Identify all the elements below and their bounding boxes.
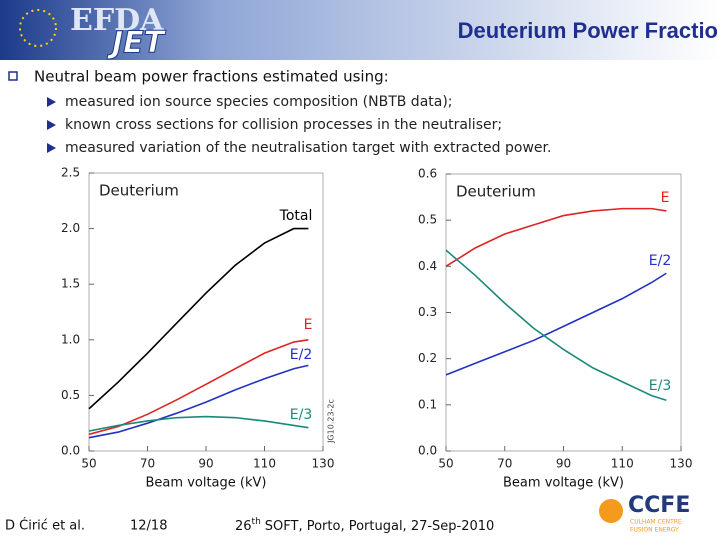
logo-text: EFDA — [70, 3, 164, 38]
series-line — [445, 249, 667, 401]
sub-bullet-text: measured ion source species composition … — [65, 94, 453, 110]
x-tick-label: 50 — [81, 457, 96, 471]
series-label: E — [661, 190, 670, 206]
chart-title: Deuterium — [99, 182, 179, 200]
series-line — [88, 364, 309, 439]
charts: 0.0 0.5 1.0 1.5 2.0 2.5 50 70 90 110 130 Beam volta… — [61, 166, 692, 491]
series-label: E/3 — [649, 378, 671, 394]
series-line — [445, 272, 667, 376]
y-tick-label: 0.6 — [418, 167, 437, 181]
x-tick-label: 130 — [670, 457, 693, 471]
series-label: E — [304, 317, 313, 333]
y-tick-label: 0.4 — [418, 259, 437, 273]
chart-title: Deuterium — [456, 183, 536, 201]
footer-event: 26th SOFT, Porto, Portugal, 27-Sep-2010 — [235, 517, 494, 534]
x-tick-label: 110 — [611, 457, 634, 471]
series-line — [88, 339, 309, 436]
series-label: E/2 — [290, 347, 312, 363]
x-tick-label: 90 — [198, 457, 213, 471]
y-tick-label: 2.5 — [61, 166, 80, 180]
sub-bullet-marker — [47, 143, 56, 153]
footer-event-rest: SOFT, Porto, Portugal, 27-Sep-2010 — [265, 519, 495, 534]
x-tick-label: 130 — [312, 457, 335, 471]
sub-bullet-text: known cross sections for collision proce… — [65, 117, 502, 133]
series-label: E/2 — [649, 253, 671, 269]
y-tick-label: 0.1 — [418, 397, 437, 411]
x-tick-label: 70 — [497, 457, 512, 471]
ccfe-icon — [599, 499, 623, 523]
ccfe-sub: FUSION ENERGY — [630, 527, 679, 534]
logo-text: JET — [107, 26, 167, 61]
sub-bullets: measured ion source species composition … — [47, 94, 551, 156]
footer-author: D Ćirić et al. — [5, 518, 85, 534]
y-tick-label: 1.5 — [61, 277, 80, 291]
y-tick-label: 0.2 — [418, 351, 437, 365]
series-label: E/3 — [290, 407, 312, 423]
eu-stars — [19, 9, 57, 47]
sub-bullet-text: measured variation of the neutralisation… — [65, 140, 551, 156]
ccfe-logo: CCFE — [628, 493, 690, 518]
footer-event-sup: th — [252, 517, 261, 527]
y-tick-label: 0.3 — [418, 305, 437, 319]
annotation: JG10.23-2c — [327, 399, 336, 444]
x-tick-label: 50 — [438, 457, 453, 471]
sub-bullet-marker — [47, 120, 56, 130]
y-tick-label: 1.0 — [61, 332, 80, 346]
series-line — [88, 415, 309, 432]
bullet-text: Neutral beam power fractions estimated u… — [34, 68, 389, 86]
x-tick-label: 90 — [556, 457, 571, 471]
series-line — [445, 207, 667, 268]
series-line — [88, 227, 309, 410]
y-tick-label: 0.0 — [418, 444, 437, 458]
y-tick-label: 0.0 — [61, 444, 80, 458]
x-axis-label: Beam voltage (kV) — [503, 476, 624, 491]
x-tick-label: 70 — [140, 457, 155, 471]
slide-title: Deuterium Power Fractio — [458, 18, 718, 43]
x-tick-label: 110 — [253, 457, 276, 471]
ccfe-sub: CULHAM CENTRE — [630, 519, 682, 526]
y-tick-label: 0.5 — [61, 388, 80, 402]
footer-event-num: 26 — [235, 519, 252, 534]
y-tick-label: 0.5 — [418, 213, 437, 227]
series-label: Total — [279, 208, 313, 224]
bullet-marker — [8, 71, 18, 81]
sub-bullet-marker — [47, 97, 56, 107]
y-tick-label: 2.0 — [61, 221, 80, 235]
footer-page: 12/18 — [130, 519, 167, 534]
header-band — [0, 0, 720, 60]
x-axis-label: Beam voltage (kV) — [146, 476, 267, 491]
